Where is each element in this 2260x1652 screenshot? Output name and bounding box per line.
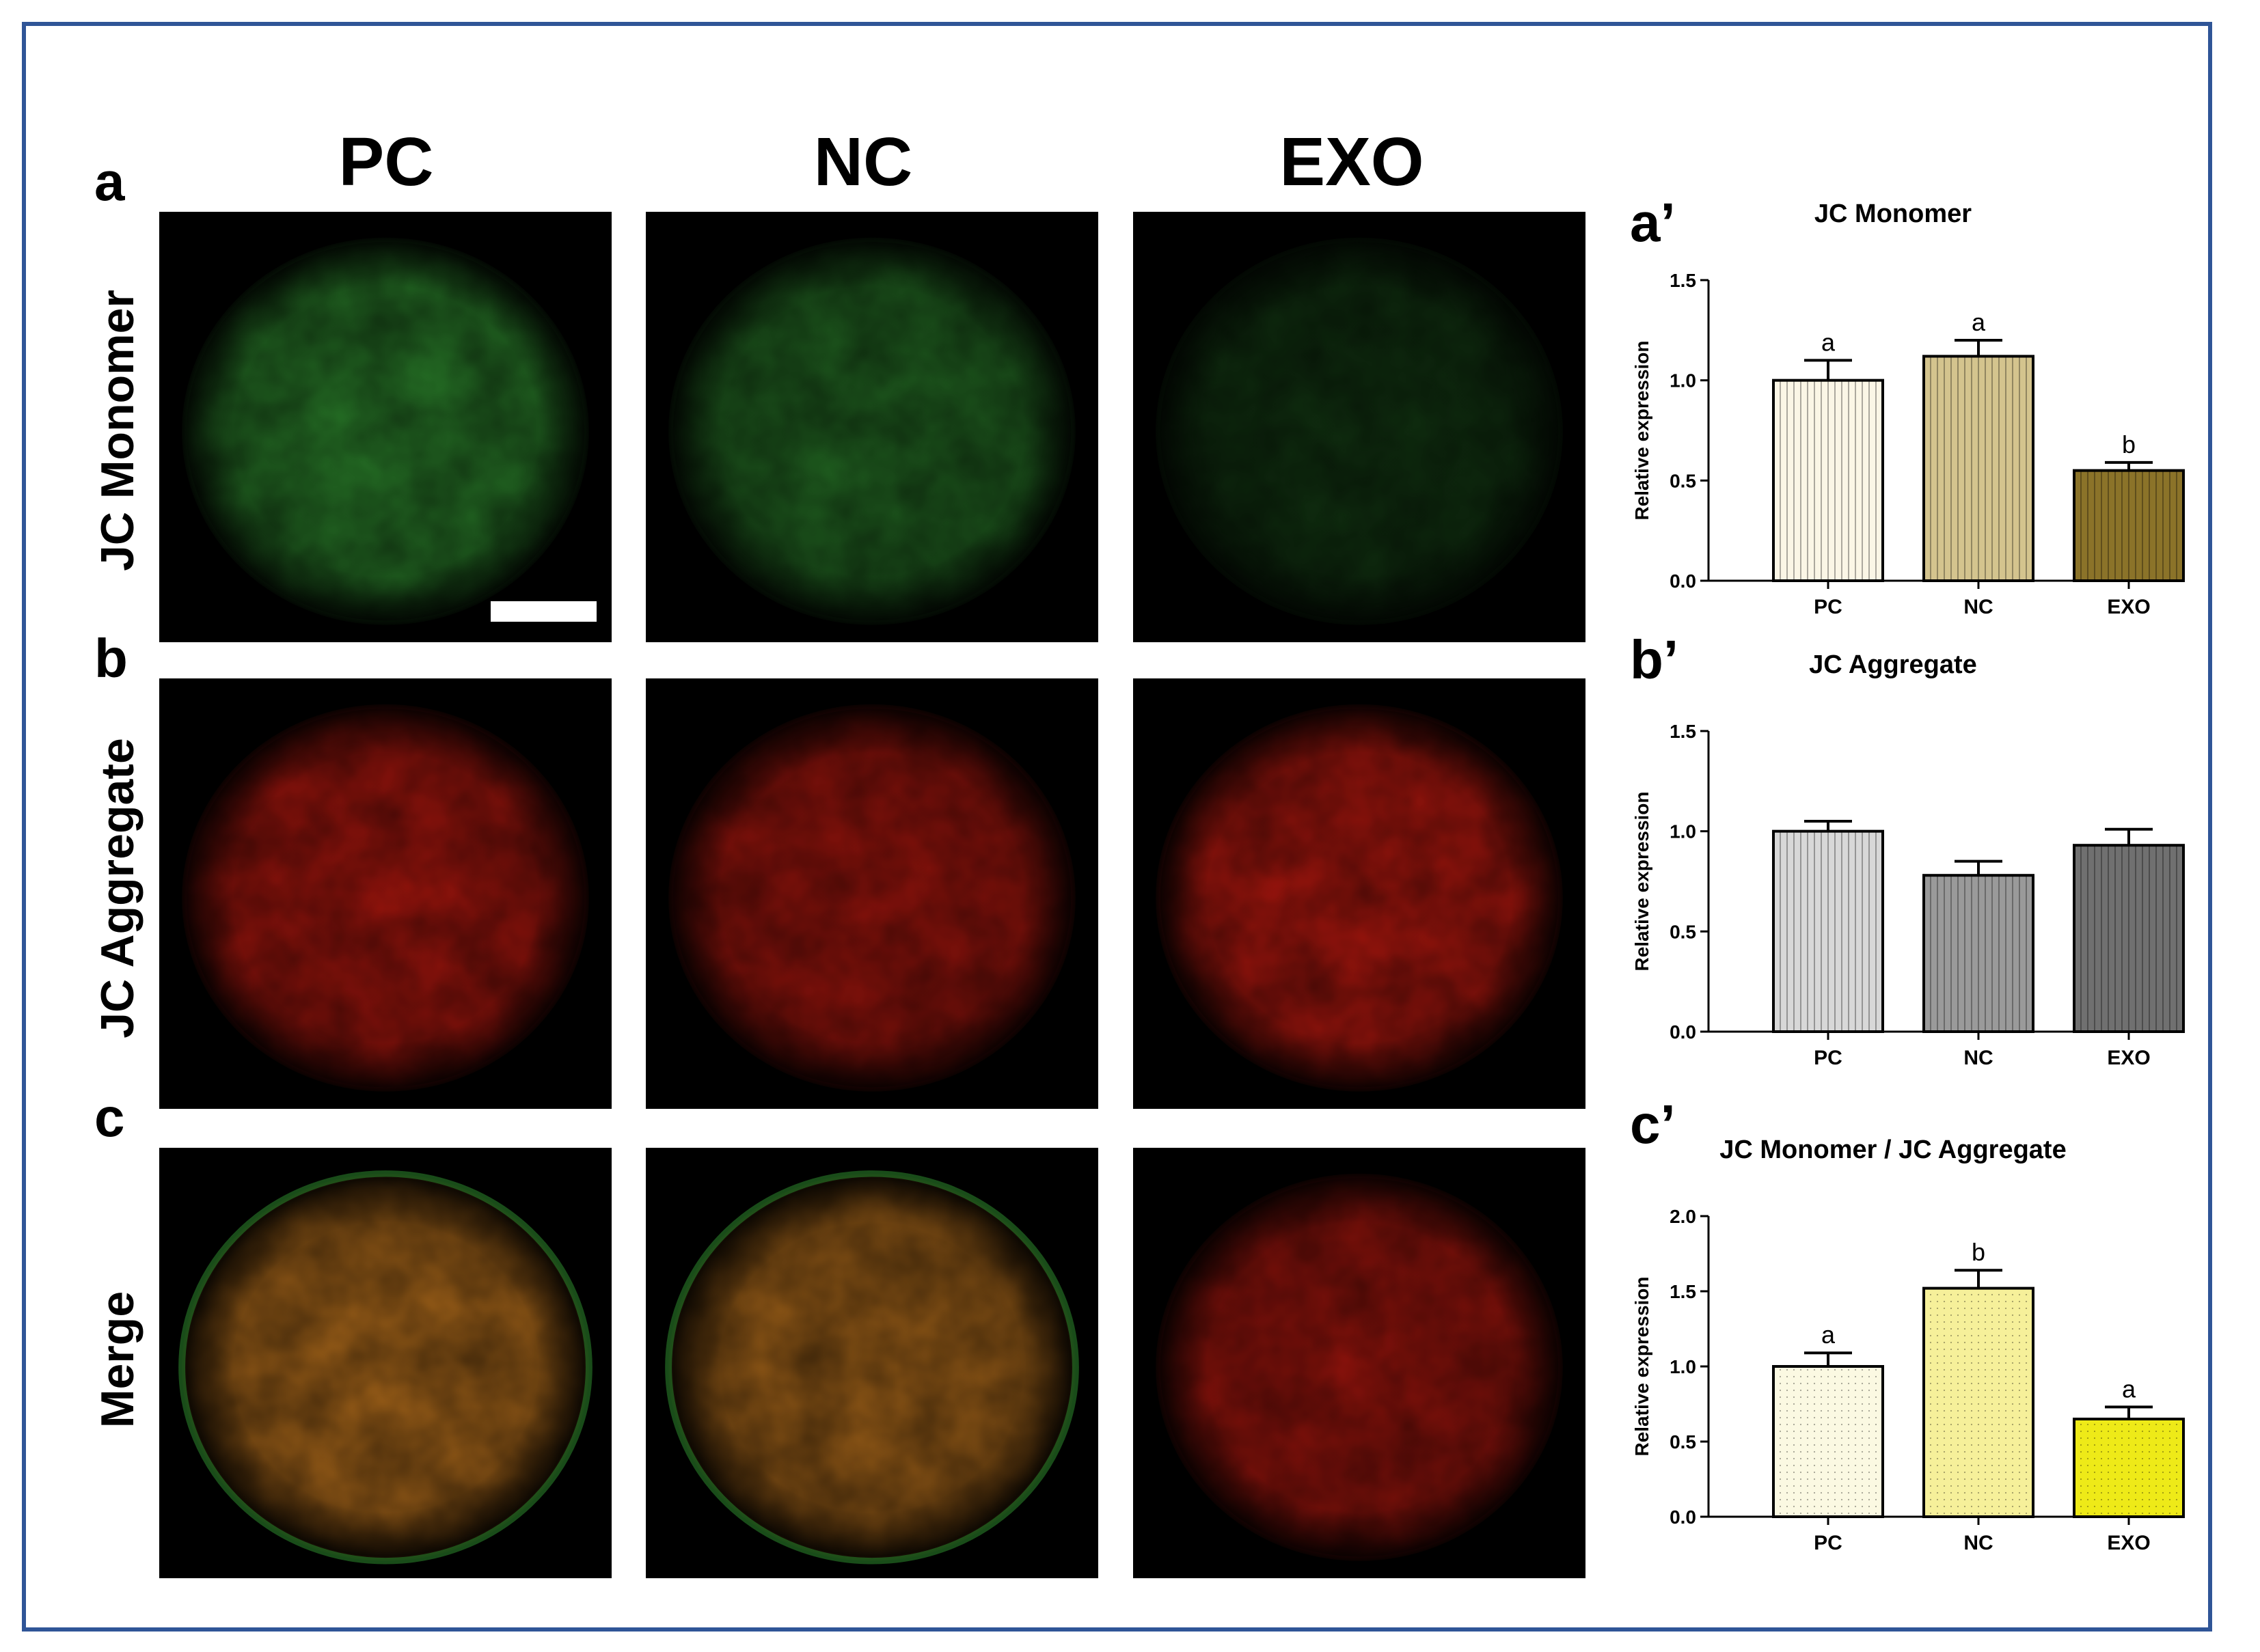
micrograph-merge-exo (1133, 1148, 1585, 1578)
micrograph-jc-monomer-pc (159, 212, 612, 642)
bar-pc (1772, 378, 1884, 583)
bar-nc (1922, 1286, 2034, 1518)
column-title-exo: EXO (1279, 124, 1424, 200)
x-tick-label-pc: PC (1814, 1047, 1842, 1069)
micrograph-jc-aggregate-exo (1133, 678, 1585, 1109)
row-label-jc-aggregate: JC Aggregate (92, 738, 144, 1038)
x-tick-label-exo: EXO (2107, 1047, 2150, 1069)
y-tick-label: 0.5 (1670, 1431, 1696, 1453)
panel-letter-c: c (94, 1087, 125, 1148)
y-tick-label: 0.0 (1670, 570, 1696, 592)
y-tick-label: 1.0 (1670, 821, 1696, 842)
micrograph-jc-monomer-exo (1133, 212, 1585, 642)
chart-jc-monomer: JC Monomer Relative expression 0.0 0.5 1.0 1.… (1620, 199, 2185, 635)
scale-bar (491, 601, 597, 622)
column-title-nc: NC (813, 124, 913, 200)
x-tick-label-exo: EXO (2107, 1532, 2150, 1554)
micrograph-merge-pc (159, 1148, 612, 1578)
x-tick-label-exo: EXO (2107, 596, 2150, 618)
bar-nc (1922, 874, 2034, 1034)
y-tick-label: 1.5 (1670, 721, 1696, 742)
bar-nc (1922, 355, 2034, 582)
y-tick-label: 0.0 (1670, 1506, 1696, 1528)
y-axis-label: Relative expression (1631, 340, 1652, 520)
y-tick-label: 1.5 (1670, 1281, 1696, 1302)
row-label-jc-monomer: JC Monomer (92, 290, 144, 571)
y-tick-label: 1.0 (1670, 1356, 1696, 1377)
chart-jc-ratio: JC Monomer / JC Aggregate Relative expres… (1620, 1135, 2185, 1571)
y-tick-label: 0.5 (1670, 470, 1696, 491)
y-tick-label: 2.0 (1670, 1206, 1696, 1227)
panel-letter-b-prime: b’ (1630, 629, 1679, 690)
x-tick-label-nc: NC (1963, 596, 1993, 618)
bar-pc (1772, 1365, 1884, 1518)
y-tick-label: 1.5 (1670, 270, 1696, 291)
chart-title: JC Aggregate (1809, 650, 1977, 679)
chart-title: JC Monomer (1814, 199, 1972, 228)
micrograph-merge-nc (646, 1148, 1098, 1578)
x-tick-label-pc: PC (1814, 1532, 1842, 1554)
y-axis-label: Relative expression (1631, 1276, 1652, 1456)
column-title-pc: PC (338, 124, 434, 200)
significance-letter-nc: b (1972, 1238, 1985, 1266)
panel-letter-a-prime: a’ (1630, 192, 1676, 253)
significance-letter-exo: b (2122, 430, 2136, 458)
micrograph-jc-aggregate-pc (159, 678, 612, 1109)
bar-exo (2073, 844, 2185, 1033)
row-label-merge: Merge (92, 1291, 144, 1429)
x-tick-label-nc: NC (1963, 1532, 1993, 1554)
y-tick-label: 0.0 (1670, 1021, 1696, 1043)
chart-jc-aggregate: JC Aggregate Relative expression 0.0 0.5 1.0… (1620, 650, 2185, 1086)
y-axis-label: Relative expression (1631, 791, 1652, 971)
chart-title: JC Monomer / JC Aggregate (1719, 1135, 2066, 1164)
bar-exo (2073, 1418, 2185, 1518)
bar-exo (2073, 469, 2185, 582)
y-tick-label: 1.0 (1670, 370, 1696, 391)
panel-letter-c-prime: c’ (1630, 1094, 1676, 1155)
significance-letter-exo: a (2122, 1375, 2136, 1403)
panel-letter-b: b (94, 628, 128, 689)
panel-letter-a: a (94, 151, 125, 212)
y-tick-label: 0.5 (1670, 921, 1696, 942)
bar-pc (1772, 829, 1884, 1034)
micrograph-jc-monomer-nc (646, 212, 1098, 642)
x-tick-label-nc: NC (1963, 1047, 1993, 1069)
significance-letter-nc: a (1972, 308, 1986, 336)
x-tick-label-pc: PC (1814, 596, 1842, 618)
significance-letter-pc: a (1821, 328, 1836, 356)
significance-letter-pc: a (1821, 1321, 1836, 1349)
micrograph-jc-aggregate-nc (646, 678, 1098, 1109)
